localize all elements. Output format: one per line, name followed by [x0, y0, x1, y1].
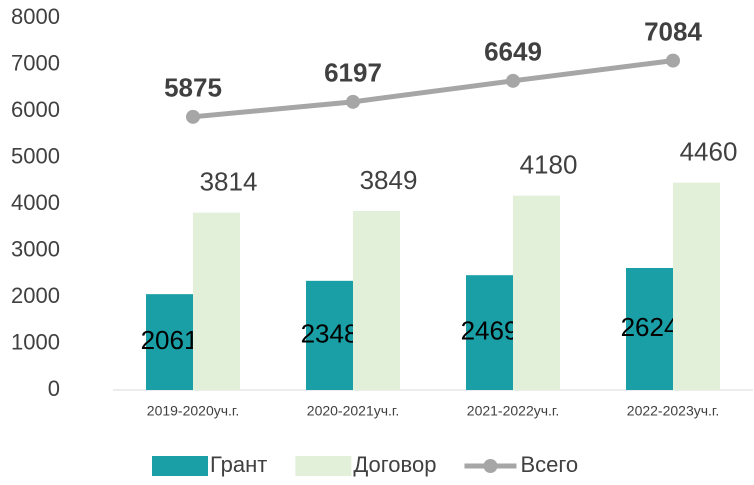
bar: [193, 212, 240, 390]
legend-label: Всего: [520, 452, 578, 477]
x-tick-label: 2022-2023уч.г.: [627, 403, 719, 419]
legend-marker: [483, 459, 498, 473]
data-label: 2348: [301, 318, 359, 348]
y-tick-label: 7000: [11, 50, 60, 75]
data-label: 2469: [461, 315, 519, 345]
data-label: 6649: [484, 37, 542, 67]
legend-label: Договор: [353, 452, 436, 477]
bar: [146, 294, 193, 390]
data-label: 4180: [520, 150, 578, 180]
data-label: 3849: [360, 165, 418, 195]
bar: [466, 275, 513, 390]
line-marker: [346, 94, 360, 109]
y-tick-label: 2000: [11, 283, 60, 308]
line-marker: [666, 53, 680, 68]
bar: [353, 211, 400, 390]
legend-swatch: [295, 456, 352, 476]
legend-swatch: [152, 456, 208, 476]
bar: [306, 280, 353, 390]
y-tick-label: 3000: [11, 236, 60, 261]
data-label: 5875: [164, 73, 222, 103]
data-label: 6197: [324, 58, 382, 88]
data-label: 2061: [141, 325, 199, 355]
data-label: 2624: [621, 312, 679, 342]
line: [192, 58, 674, 120]
bar: [513, 195, 560, 390]
bar: [626, 267, 673, 390]
y-tick-label: 1000: [11, 329, 60, 354]
x-tick-label: 2019-2020уч.г.: [147, 403, 239, 419]
y-tick-label: 5000: [11, 143, 60, 168]
bar: [673, 182, 720, 390]
line-marker: [506, 73, 520, 88]
y-tick-label: 6000: [11, 97, 60, 122]
y-tick-label: 4000: [11, 190, 60, 215]
data-label: 4460: [680, 136, 738, 166]
y-tick-label: 8000: [11, 4, 60, 29]
data-label: 7084: [644, 16, 702, 46]
line-marker: [186, 109, 200, 124]
legend-label: Грант: [210, 452, 267, 477]
y-tick-label: 0: [48, 376, 60, 401]
x-tick-label: 2021-2022уч.г.: [467, 403, 559, 419]
data-label: 3814: [200, 167, 258, 197]
x-tick-label: 2020-2021уч.г.: [307, 403, 399, 419]
